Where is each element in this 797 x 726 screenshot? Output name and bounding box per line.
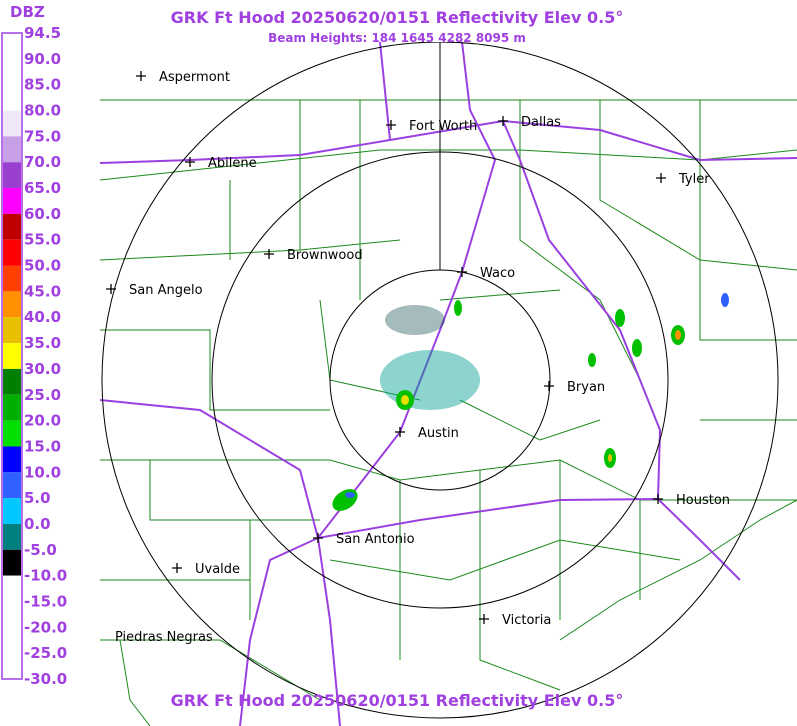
legend-label: 80.0	[24, 102, 61, 120]
legend-label: 65.0	[24, 179, 61, 197]
city-label: Brownwood	[287, 248, 363, 263]
map: Aspermont Fort Worth Dallas Abilene Tyler Bro…	[100, 42, 797, 726]
city-cross	[106, 284, 116, 294]
city-cross	[457, 267, 467, 277]
legend-label: -10.0	[24, 567, 67, 585]
legend-label: 50.0	[24, 257, 61, 275]
legend-swatch	[3, 472, 21, 499]
city-cross	[313, 533, 323, 543]
legend-label: 0.0	[24, 515, 51, 533]
city-label: Victoria	[502, 613, 551, 628]
legend-label: 90.0	[24, 50, 61, 68]
city-cross	[653, 494, 663, 504]
legend-swatch	[3, 523, 21, 550]
title: GRK Ft Hood 20250620/0151 Reflectivity E…	[171, 8, 624, 27]
legend-unit: DBZ	[10, 3, 45, 21]
legend-label: 40.0	[24, 308, 61, 326]
legend-label: 70.0	[24, 153, 61, 171]
city-label: Austin	[418, 426, 459, 441]
highways	[100, 42, 797, 726]
legend-label: -20.0	[24, 618, 67, 636]
legend: 94.5 90.0 85.0 80.0 75.0 70.0 65.0 60.0 55.0 50.0…	[1, 24, 67, 688]
legend-label: 55.0	[24, 231, 61, 249]
legend-swatch	[3, 110, 21, 137]
legend-swatch	[3, 317, 21, 344]
city-cross	[185, 157, 195, 167]
city-cross	[479, 614, 489, 624]
legend-swatch	[3, 446, 21, 473]
city-cross	[498, 116, 508, 126]
legend-swatch	[3, 601, 21, 628]
legend-swatch	[3, 239, 21, 266]
legend-label: 5.0	[24, 489, 51, 507]
legend-swatch	[3, 291, 21, 318]
city-label: Aspermont	[159, 70, 230, 85]
city-cross	[544, 381, 554, 391]
legend-label: 94.5	[24, 24, 61, 42]
legend-swatch	[3, 575, 21, 602]
legend-swatch	[3, 265, 21, 292]
city-label: Fort Worth	[409, 119, 477, 134]
legend-swatch	[3, 420, 21, 447]
legend-label: 35.0	[24, 334, 61, 352]
legend-frame	[1, 32, 23, 680]
legend-swatch	[3, 368, 21, 395]
city-cross	[656, 173, 666, 183]
city-label: San Angelo	[129, 283, 203, 298]
legend-label: 15.0	[24, 437, 61, 455]
city-label: Uvalde	[195, 562, 240, 577]
legend-label: 75.0	[24, 127, 61, 145]
legend-label: -5.0	[24, 541, 57, 559]
city-markers: Aspermont Fort Worth Dallas Abilene Tyler Bro…	[106, 70, 730, 645]
legend-label: 25.0	[24, 386, 61, 404]
legend-label: -25.0	[24, 644, 67, 662]
legend-swatch	[3, 33, 21, 59]
city-label: Bryan	[567, 380, 605, 395]
legend-label: 60.0	[24, 205, 61, 223]
legend-swatch	[3, 343, 21, 369]
city-cross	[395, 427, 405, 437]
legend-swatch	[3, 188, 21, 214]
city-cross	[386, 120, 396, 130]
radar-echoes	[332, 293, 729, 511]
county-lines	[100, 99, 797, 726]
legend-swatch	[3, 58, 21, 85]
city-label: Waco	[480, 266, 515, 281]
legend-label: 20.0	[24, 412, 61, 430]
city-cross	[172, 563, 182, 573]
legend-swatch	[3, 627, 21, 654]
city-label: Piedras Negras	[115, 630, 213, 645]
legend-swatch	[3, 549, 21, 576]
legend-label: 10.0	[24, 463, 61, 481]
legend-label: 45.0	[24, 282, 61, 300]
legend-swatch	[3, 84, 21, 111]
legend-label: 85.0	[24, 76, 61, 94]
city-label: Dallas	[521, 115, 561, 130]
legend-swatch	[3, 213, 21, 240]
city-label: Abilene	[208, 156, 257, 171]
city-label: Houston	[676, 493, 730, 508]
city-label: San Antonio	[336, 532, 415, 547]
legend-label: -30.0	[24, 670, 67, 688]
legend-label: 30.0	[24, 360, 61, 378]
legend-swatch	[3, 394, 21, 421]
legend-swatch	[3, 498, 21, 524]
city-cross	[136, 71, 146, 81]
footer-title: GRK Ft Hood 20250620/0151 Reflectivity E…	[171, 691, 624, 710]
legend-swatch	[3, 162, 21, 189]
city-cross	[264, 249, 274, 259]
city-label: Tyler	[678, 172, 710, 187]
legend-label: -15.0	[24, 592, 67, 610]
range-rings	[101, 42, 779, 719]
legend-swatch	[3, 136, 21, 163]
legend-swatch	[3, 653, 21, 679]
subtitle: Beam Heights: 184 1645 4282 8095 m	[268, 31, 526, 45]
